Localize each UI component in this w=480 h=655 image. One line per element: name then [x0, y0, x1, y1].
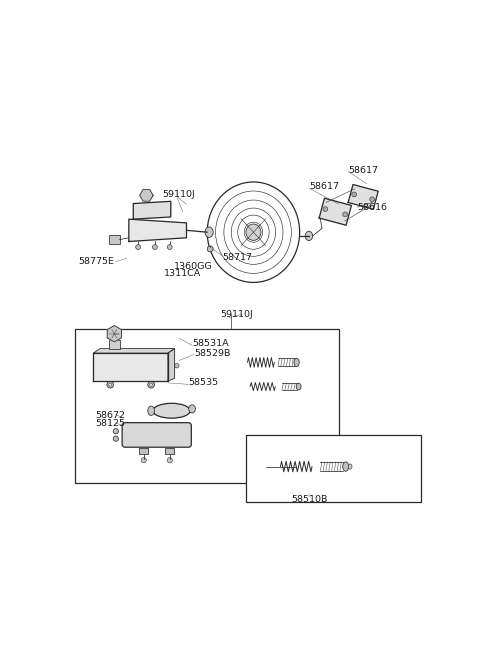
Ellipse shape — [352, 192, 357, 197]
Text: 1311CA: 1311CA — [164, 269, 202, 278]
Ellipse shape — [141, 458, 146, 463]
Polygon shape — [94, 353, 168, 381]
Text: 58617: 58617 — [348, 166, 378, 175]
Text: 59110J: 59110J — [162, 191, 195, 200]
Text: 58531A: 58531A — [192, 339, 228, 348]
Polygon shape — [107, 326, 121, 342]
Ellipse shape — [175, 364, 179, 368]
Text: 58616: 58616 — [358, 203, 388, 212]
Polygon shape — [319, 198, 351, 225]
Polygon shape — [94, 348, 175, 353]
Ellipse shape — [246, 224, 261, 240]
Text: 59110J: 59110J — [220, 310, 252, 318]
Ellipse shape — [370, 197, 374, 202]
Bar — [139, 447, 148, 455]
Polygon shape — [348, 185, 378, 209]
Ellipse shape — [136, 245, 141, 250]
Text: 58529B: 58529B — [194, 348, 230, 358]
Ellipse shape — [107, 381, 114, 388]
Ellipse shape — [343, 212, 348, 217]
Ellipse shape — [148, 381, 155, 388]
Bar — [75, 329, 339, 483]
Ellipse shape — [113, 428, 119, 434]
Text: 58617: 58617 — [309, 182, 339, 191]
Ellipse shape — [189, 405, 195, 413]
Text: 58717: 58717 — [222, 253, 252, 261]
Ellipse shape — [168, 245, 172, 250]
Ellipse shape — [113, 436, 119, 441]
Ellipse shape — [296, 383, 301, 390]
Ellipse shape — [153, 403, 190, 418]
Polygon shape — [140, 189, 153, 201]
Bar — [246, 435, 421, 502]
Ellipse shape — [305, 231, 312, 240]
Polygon shape — [168, 348, 175, 381]
Bar — [165, 447, 174, 455]
Text: 1360GG: 1360GG — [173, 261, 212, 271]
Text: 58672: 58672 — [96, 411, 125, 420]
Ellipse shape — [148, 406, 155, 415]
FancyBboxPatch shape — [109, 235, 120, 244]
Ellipse shape — [150, 383, 153, 386]
Ellipse shape — [153, 245, 157, 250]
Ellipse shape — [323, 207, 328, 212]
FancyBboxPatch shape — [122, 422, 192, 447]
Bar — [109, 341, 120, 348]
Ellipse shape — [348, 464, 352, 469]
Text: 58125: 58125 — [96, 419, 125, 428]
Ellipse shape — [109, 383, 112, 386]
Ellipse shape — [167, 458, 172, 463]
Ellipse shape — [207, 246, 213, 252]
Ellipse shape — [205, 227, 213, 237]
Ellipse shape — [294, 358, 299, 367]
Text: 58510B: 58510B — [291, 495, 327, 504]
Polygon shape — [133, 201, 171, 219]
Ellipse shape — [343, 462, 348, 471]
Text: 58775E: 58775E — [79, 257, 114, 266]
Polygon shape — [129, 219, 186, 242]
Text: 58535: 58535 — [188, 379, 218, 387]
